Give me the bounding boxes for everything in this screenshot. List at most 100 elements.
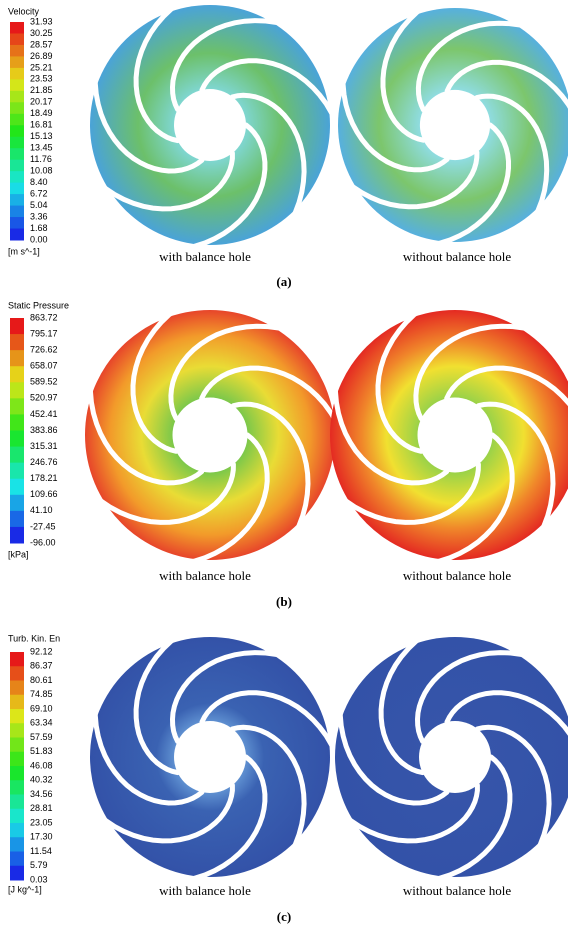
legend-label: 520.97 <box>30 393 58 403</box>
colorbar-segment <box>10 752 24 767</box>
legend-label: 863.72 <box>30 312 58 322</box>
hub-hole <box>174 721 246 793</box>
colorbar-segment <box>10 837 24 852</box>
colorbar-segment <box>10 414 24 431</box>
colorbar-segment <box>10 91 24 103</box>
colorbar-segment <box>10 479 24 496</box>
legend-label: 69.10 <box>30 703 53 713</box>
legend-label: 15.13 <box>30 131 53 141</box>
legend-label: 6.72 <box>30 188 48 198</box>
colorbar-segment <box>10 171 24 183</box>
panel-label: (b) <box>276 594 292 609</box>
caption: with balance hole <box>159 568 251 583</box>
legend-label: 0.00 <box>30 234 48 244</box>
legend-label: 13.45 <box>30 143 53 153</box>
colorbar-segment <box>10 45 24 57</box>
colorbar-segment <box>10 695 24 710</box>
caption: with balance hole <box>159 249 251 264</box>
legend-label: 795.17 <box>30 328 58 338</box>
legend-unit: [J kg^-1] <box>8 884 42 894</box>
legend-label: 86.37 <box>30 661 53 671</box>
caption: with balance hole <box>159 883 251 898</box>
legend-label: 452.41 <box>30 409 58 419</box>
colorbar-segment <box>10 709 24 724</box>
legend-label: 383.86 <box>30 425 58 435</box>
panel-label: (c) <box>277 909 291 924</box>
legend-label: 109.66 <box>30 489 58 499</box>
colorbar-segment <box>10 137 24 149</box>
colorbar-segment <box>10 527 24 544</box>
hub-hole <box>418 398 493 473</box>
legend-label: 10.08 <box>30 166 53 176</box>
legend-label: 28.57 <box>30 39 53 49</box>
colorbar-segment <box>10 194 24 206</box>
colorbar-segment <box>10 766 24 781</box>
legend-label: 0.03 <box>30 874 48 884</box>
legend-label: 74.85 <box>30 689 53 699</box>
legend-label: 41.10 <box>30 505 53 515</box>
legend-label: 3.36 <box>30 211 48 221</box>
colorbar-segment <box>10 350 24 367</box>
legend-label: 11.76 <box>30 154 52 164</box>
colorbar-segment <box>10 160 24 172</box>
legend-label: 18.49 <box>30 108 53 118</box>
legend-label: 589.52 <box>30 377 58 387</box>
legend-label: 658.07 <box>30 361 58 371</box>
legend-label: 25.21 <box>30 62 53 72</box>
legend-label: 16.81 <box>30 120 53 130</box>
legend-unit: [m s^-1] <box>8 246 40 256</box>
colorbar-segment <box>10 495 24 512</box>
colorbar-segment <box>10 229 24 241</box>
legend-label: -27.45 <box>30 521 56 531</box>
colorbar-segment <box>10 33 24 45</box>
legend-title: Turb. Kin. En <box>8 633 60 643</box>
colorbar-segment <box>10 511 24 528</box>
legend-title: Static Pressure <box>8 300 69 310</box>
legend-label: -96.00 <box>30 537 56 547</box>
panel-label: (a) <box>276 274 291 289</box>
legend-label: 5.04 <box>30 200 48 210</box>
colorbar-segment <box>10 852 24 867</box>
colorbar-segment <box>10 447 24 464</box>
legend-title: Velocity <box>8 6 40 16</box>
legend-label: 20.17 <box>30 97 53 107</box>
legend-label: 5.79 <box>30 860 48 870</box>
colorbar-segment <box>10 780 24 795</box>
colorbar-segment <box>10 217 24 229</box>
colorbar-segment <box>10 738 24 753</box>
legend-label: 34.56 <box>30 789 53 799</box>
colorbar-segment <box>10 148 24 160</box>
legend-label: 23.53 <box>30 74 53 84</box>
hub-hole <box>420 90 490 160</box>
hub-hole <box>174 89 246 161</box>
colorbar-segment <box>10 114 24 126</box>
colorbar-segment <box>10 382 24 399</box>
legend-label: 30.25 <box>30 28 53 38</box>
legend-label: 23.05 <box>30 817 53 827</box>
legend-unit: [kPa] <box>8 549 29 559</box>
legend-label: 17.30 <box>30 832 53 842</box>
colorbar-segment <box>10 463 24 480</box>
colorbar-segment <box>10 723 24 738</box>
colorbar-segment <box>10 666 24 681</box>
colorbar-segment <box>10 183 24 195</box>
legend-label: 80.61 <box>30 675 53 685</box>
colorbar-segment <box>10 866 24 881</box>
legend-label: 63.34 <box>30 718 53 728</box>
colorbar-segment <box>10 318 24 335</box>
colorbar-segment <box>10 652 24 667</box>
legend-label: 8.40 <box>30 177 48 187</box>
legend-label: 57.59 <box>30 732 53 742</box>
colorbar-segment <box>10 795 24 810</box>
legend-label: 28.81 <box>30 803 53 813</box>
legend-label: 726.62 <box>30 345 58 355</box>
legend-label: 40.32 <box>30 775 53 785</box>
legend-label: 178.21 <box>30 473 58 483</box>
colorbar-segment <box>10 809 24 824</box>
colorbar-segment <box>10 366 24 383</box>
legend-label: 26.89 <box>30 51 53 61</box>
legend-label: 31.93 <box>30 16 53 26</box>
caption: without balance hole <box>403 249 512 264</box>
colorbar-segment <box>10 206 24 218</box>
legend-label: 315.31 <box>30 441 58 451</box>
